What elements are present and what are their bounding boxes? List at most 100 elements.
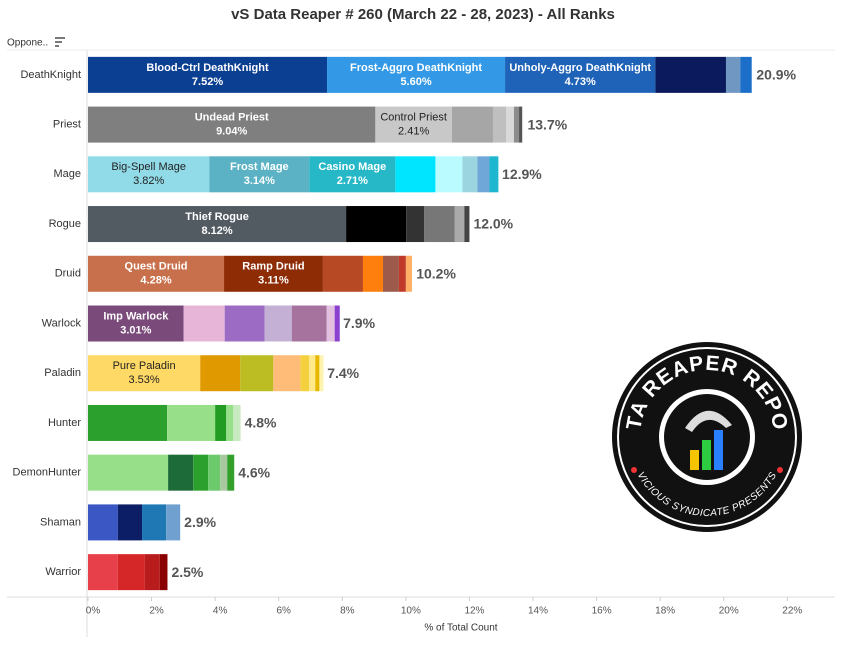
bar-segment — [513, 106, 520, 143]
segment-value: 4.73% — [565, 76, 596, 88]
segment-name: Control Priest — [380, 111, 447, 123]
logo-center-inner — [664, 394, 750, 480]
segment-name: Blood-Ctrl DeathKnight — [146, 62, 269, 74]
bar-segment — [88, 454, 169, 491]
y-tick-label: Mage — [53, 168, 81, 180]
bar-segment — [300, 355, 310, 392]
segment-name: Frost-Aggro DeathKnight — [350, 62, 482, 74]
logo-icon-bar — [714, 430, 723, 470]
logo-ring — [617, 347, 797, 527]
segment-value: 7.52% — [192, 76, 223, 88]
bar-segment — [454, 206, 465, 243]
bar-segment — [215, 404, 227, 441]
logo-icon-hood — [685, 410, 732, 432]
bar-segment — [273, 355, 301, 392]
bar-segment — [88, 504, 118, 541]
bar-segment — [166, 504, 181, 541]
y-tick-label: Warlock — [42, 317, 82, 329]
segment-name: Casino Mage — [318, 161, 386, 173]
segment-name: Frost Mage — [230, 161, 289, 173]
bar-segment — [208, 454, 221, 491]
sort-icon[interactable] — [55, 37, 65, 47]
bar-segment — [519, 106, 523, 143]
segment-name: Imp Warlock — [103, 310, 169, 322]
bar-segment — [209, 156, 310, 193]
bar-segment — [88, 305, 184, 342]
bar-segment — [291, 305, 327, 342]
bar-segment — [233, 404, 241, 441]
chart-title: vS Data Reaper # 260 (March 22 - 28, 202… — [231, 6, 615, 23]
segment-name: Big-Spell Mage — [111, 161, 186, 173]
bar-segment — [88, 355, 201, 392]
bar-segment — [505, 56, 656, 93]
bar-segment — [435, 156, 463, 193]
x-tick-label: 16% — [592, 606, 612, 617]
y-tick-label: DeathKnight — [20, 69, 81, 81]
bar-segment — [200, 355, 241, 392]
bar-segment — [193, 454, 209, 491]
bar-segment — [226, 404, 234, 441]
bar-segment — [142, 504, 167, 541]
bar-segment — [477, 156, 490, 193]
bar-segment — [227, 454, 235, 491]
bar-segment — [88, 554, 118, 591]
x-tick-label: 10% — [401, 606, 421, 617]
bar-segment — [322, 255, 363, 292]
bar-segment — [327, 56, 506, 93]
bar-segment — [375, 106, 452, 143]
total-label: 12.0% — [473, 216, 513, 232]
bar-segment — [319, 355, 324, 392]
bar-segment — [725, 56, 741, 93]
segment-name: Unholy-Aggro DeathKnight — [509, 62, 651, 74]
bar-segment — [315, 355, 320, 392]
bar-segment — [326, 305, 335, 342]
bar-segment — [395, 156, 436, 193]
y-tick-label: Shaman — [40, 516, 81, 528]
bar-segment — [405, 255, 412, 292]
x-tick-label: 12% — [464, 606, 484, 617]
y-tick-label: Hunter — [48, 417, 81, 429]
bar-segment — [398, 255, 406, 292]
segment-name: Undead Priest — [195, 111, 269, 123]
segment-value: 9.04% — [216, 125, 247, 137]
x-tick-label: 14% — [528, 606, 548, 617]
bar-segment — [88, 206, 347, 243]
bar-segment — [88, 156, 210, 193]
bar-segment — [168, 454, 194, 491]
bar-segment — [159, 554, 168, 591]
bar-segment — [462, 156, 478, 193]
bar-segment — [183, 305, 225, 342]
x-tick-label: 18% — [655, 606, 675, 617]
bar-segment — [167, 404, 216, 441]
bar-segment — [362, 255, 383, 292]
bar-segment — [144, 554, 160, 591]
x-tick-label: 4% — [213, 606, 228, 617]
bar-segment — [451, 106, 493, 143]
x-tick-label: 0% — [86, 606, 101, 617]
bar-segment — [309, 355, 316, 392]
x-tick-label: 6% — [276, 606, 291, 617]
logo-star — [777, 467, 783, 473]
bar-segment — [264, 305, 292, 342]
segment-name: Quest Druid — [125, 261, 188, 273]
bar-segment — [309, 156, 396, 193]
bar-segment — [489, 156, 499, 193]
total-label: 12.9% — [502, 166, 542, 182]
segment-value: 4.28% — [140, 275, 171, 287]
bar-segment — [740, 56, 752, 93]
total-label: 7.4% — [327, 365, 359, 381]
bar-segment — [117, 504, 143, 541]
x-tick-label: 8% — [340, 606, 355, 617]
segment-value: 2.71% — [337, 175, 368, 187]
segment-value: 3.14% — [244, 175, 275, 187]
bar-segment — [224, 305, 265, 342]
logo-star — [631, 467, 637, 473]
total-label: 7.9% — [343, 315, 375, 331]
total-label: 2.5% — [171, 564, 203, 580]
bar-segment — [492, 106, 507, 143]
total-label: 4.6% — [238, 464, 270, 480]
segment-name: Pure Paladin — [113, 360, 176, 372]
total-label: 10.2% — [416, 265, 456, 281]
